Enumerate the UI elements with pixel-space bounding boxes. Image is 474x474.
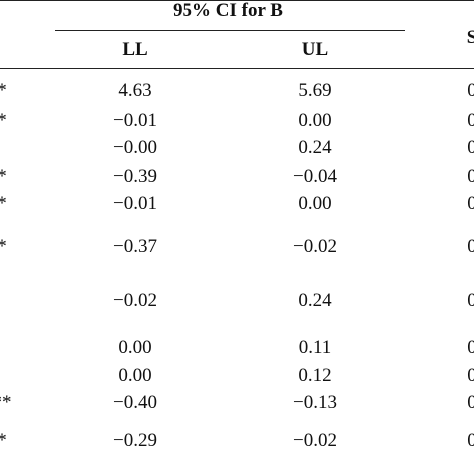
cell-ll: −0.39 [113,166,157,187]
cell-left: * [0,166,7,188]
cell-ul: −0.02 [293,236,337,257]
column-header: S [466,27,474,48]
group-header: 95% CI for B [173,0,283,21]
cell-right: 0 [467,110,474,131]
cell-ll: −0.40 [113,392,157,413]
cell-ll: 0.00 [118,337,152,358]
cell-right: 0 [467,430,474,451]
cell-right: 0 [467,290,474,311]
cell-right: 0 [467,193,474,214]
cell-ll: −0.37 [113,236,157,257]
cell-ul: 5.69 [298,80,332,101]
cell-ul: 0.24 [298,137,332,158]
group-rule [55,30,405,31]
cell-ll: 4.63 [118,80,152,101]
cell-ul: 0.00 [298,193,332,214]
cell-ll: −0.01 [113,110,157,131]
header-rule [0,68,474,69]
cell-ll: 0.00 [118,365,152,386]
cell-ll: −0.00 [113,137,157,158]
cell-right: 0 [467,392,474,413]
cell-right: 0 [467,137,474,158]
cell-left: * [0,80,7,102]
top-rule [0,0,474,1]
cell-left: * [0,110,7,132]
cell-ul: 0.00 [298,110,332,131]
cell-ll: −0.01 [113,193,157,214]
cell-ll: −0.29 [113,430,157,451]
cell-ul: 0.12 [298,365,332,386]
cell-left: * [0,193,7,215]
cell-ul: 0.11 [298,337,332,358]
column-header: LL [122,39,148,60]
cell-right: 0 [467,365,474,386]
column-header: UL [301,39,329,60]
cell-ul: −0.02 [293,430,337,451]
cell-ll: −0.02 [113,290,157,311]
cell-right: 0 [467,337,474,358]
cell-left: ** [0,392,12,413]
cell-left: * [0,430,7,452]
cell-ul: 0.24 [298,290,332,311]
cell-ul: −0.13 [293,392,337,413]
cell-right: 0 [467,236,474,257]
cell-right: 0 [467,166,474,187]
cell-right: 0 [467,80,474,101]
cell-ul: −0.04 [293,166,337,187]
cell-left: * [0,236,7,258]
